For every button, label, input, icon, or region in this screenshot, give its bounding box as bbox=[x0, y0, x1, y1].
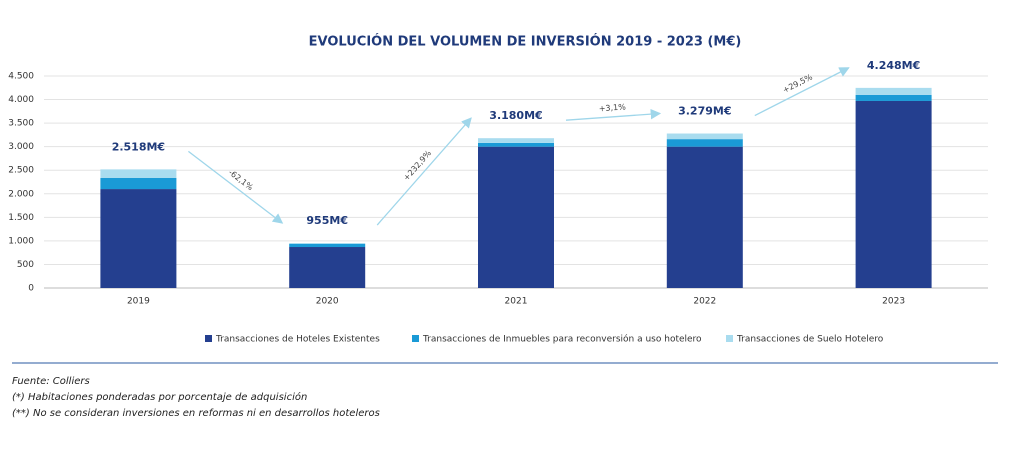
bar-segment bbox=[478, 146, 554, 288]
y-tick-label: 2.500 bbox=[8, 166, 34, 176]
footnote: (**) No se consideran inversiones en ref… bbox=[12, 408, 380, 419]
y-tick-label: 2.000 bbox=[8, 189, 34, 199]
legend-label: Transacciones de Inmuebles para reconver… bbox=[422, 334, 702, 345]
bar-segment bbox=[666, 139, 743, 147]
legend-swatch bbox=[412, 335, 419, 342]
change-label: +232,9% bbox=[402, 148, 434, 182]
bar-segment bbox=[100, 189, 177, 288]
total-label: 3.279M€ bbox=[678, 105, 731, 118]
legend-swatch bbox=[726, 335, 733, 342]
total-label: 955M€ bbox=[306, 214, 348, 227]
change-label: -62,1% bbox=[227, 168, 255, 193]
footnote: (*) Habitaciones ponderadas por porcenta… bbox=[12, 391, 307, 403]
y-tick-label: 4.500 bbox=[8, 72, 34, 82]
bar-segment bbox=[855, 94, 932, 101]
y-tick-label: 0 bbox=[28, 284, 34, 294]
bar-segment bbox=[478, 142, 554, 147]
y-tick-label: 500 bbox=[17, 260, 34, 270]
change-arrow bbox=[188, 150, 284, 224]
change-arrow bbox=[565, 108, 662, 121]
y-tick-label: 3.000 bbox=[8, 142, 34, 152]
bar-segment bbox=[289, 247, 366, 288]
y-tick-label: 4.000 bbox=[8, 95, 34, 105]
bar-segment bbox=[289, 243, 366, 248]
x-tick-label: 2022 bbox=[693, 297, 716, 307]
total-label: 4.248M€ bbox=[867, 59, 920, 72]
legend-label: Transacciones de Suelo Hotelero bbox=[736, 335, 884, 345]
y-tick-label: 1.000 bbox=[8, 236, 34, 246]
total-label: 3.180M€ bbox=[489, 109, 542, 122]
x-tick-label: 2021 bbox=[505, 297, 528, 307]
x-tick-label: 2023 bbox=[882, 297, 905, 307]
bar-segment bbox=[666, 133, 743, 140]
change-arrow bbox=[754, 67, 850, 117]
y-tick-label: 3.500 bbox=[8, 119, 34, 129]
bar-segment bbox=[855, 100, 932, 288]
bar-segment bbox=[100, 169, 177, 178]
bar-segment bbox=[289, 243, 366, 244]
y-tick-label: 1.500 bbox=[8, 213, 34, 223]
legend-label: Transacciones de Hoteles Existentes bbox=[215, 335, 380, 345]
bar-segment bbox=[478, 138, 554, 143]
legend-swatch bbox=[205, 335, 212, 342]
footnote: Fuente: Colliers bbox=[12, 376, 90, 387]
bar-segment bbox=[855, 87, 932, 95]
total-label: 2.518M€ bbox=[112, 140, 165, 153]
change-label: +3,1% bbox=[598, 102, 626, 113]
bar-segment bbox=[666, 146, 743, 288]
chart-title: EVOLUCIÓN DEL VOLUMEN DE INVERSIÓN 2019 … bbox=[309, 34, 742, 50]
bar-segment bbox=[100, 177, 177, 190]
x-tick-label: 2020 bbox=[316, 297, 339, 307]
change-arrow bbox=[376, 117, 472, 226]
x-tick-label: 2019 bbox=[127, 297, 150, 307]
